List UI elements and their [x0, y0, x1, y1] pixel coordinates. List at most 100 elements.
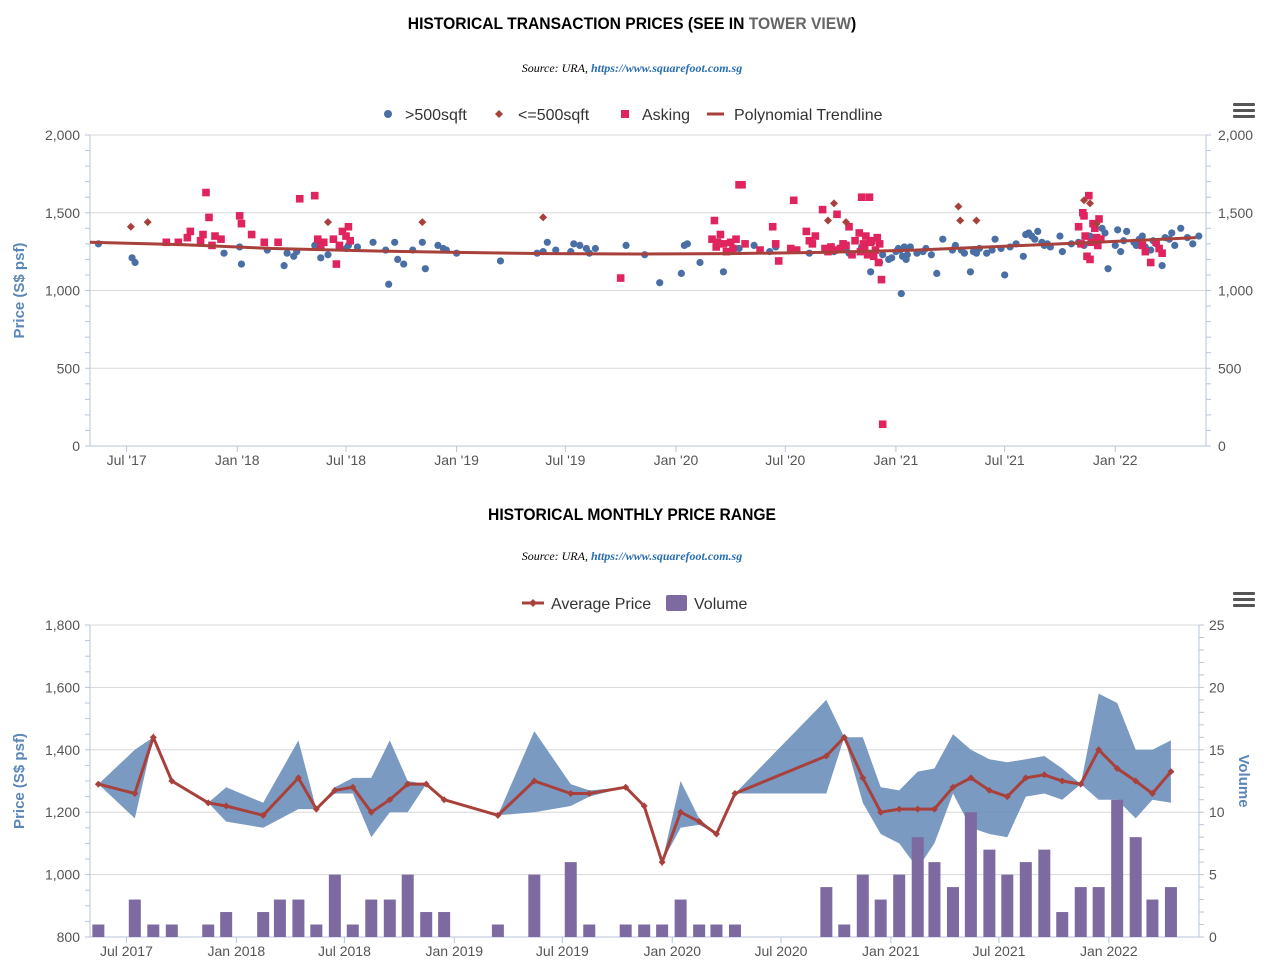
average-price-point [259, 811, 267, 819]
average-price-point [822, 752, 830, 760]
chart2-source-link[interactable]: https://www.squarefoot.com.sg [590, 549, 743, 563]
data-point-large [324, 251, 332, 259]
volume-bar [619, 924, 632, 937]
legend-marker-small [495, 110, 503, 118]
x-tick-label: Jul 2018 [318, 943, 371, 959]
volume-bar [220, 912, 233, 937]
y-tick-label: 1,600 [45, 679, 80, 695]
data-point-asking [712, 243, 721, 251]
data-point-asking [332, 260, 341, 268]
average-price-point [877, 808, 885, 816]
data-point-large [1056, 232, 1064, 240]
volume-bar [1111, 799, 1124, 937]
data-point-large [1031, 235, 1039, 243]
chart2-menu-icon[interactable] [1233, 592, 1255, 608]
volume-bar [202, 924, 215, 937]
x-tick-label: Jan '18 [215, 452, 260, 468]
data-point-large [1117, 248, 1125, 256]
data-point-asking [1138, 241, 1147, 250]
data-point-large [1132, 241, 1140, 250]
volume-bar [583, 924, 596, 937]
volume-bar [728, 924, 741, 937]
average-price-point [1003, 793, 1011, 801]
chart1-source-label: Source: URA, [521, 61, 591, 75]
volume-bar [346, 924, 359, 937]
data-point-asking [1094, 241, 1102, 250]
chart1-menu-icon[interactable] [1233, 103, 1255, 119]
y-tick-label: 2,000 [45, 127, 80, 143]
data-point-asking [716, 230, 725, 239]
data-point-asking [247, 230, 256, 239]
data-point-asking [295, 194, 304, 203]
average-price-point [930, 805, 938, 813]
data-point-asking [719, 240, 728, 248]
data-point-asking [319, 238, 328, 247]
x-tick-label: Jul '20 [765, 452, 805, 468]
data-point-large [576, 241, 584, 250]
data-point-asking [183, 233, 192, 242]
data-point-large [237, 260, 246, 268]
transaction-price-chart: 0 0 500 500 1,000 1,000 1,500 1,500 2,000 2,000 Pr… [11, 107, 1253, 468]
average-price-point [895, 805, 903, 813]
average-price-point [404, 780, 412, 788]
volume-bar [1129, 837, 1142, 937]
data-point-small [842, 218, 851, 227]
data-point-large [317, 254, 325, 262]
data-point-asking [833, 210, 841, 219]
data-point-asking [845, 222, 853, 231]
data-point-large [696, 258, 704, 267]
data-point-asking [1085, 191, 1093, 200]
volume-bar [438, 912, 451, 937]
data-point-large [400, 260, 408, 268]
tower-view-link[interactable]: TOWER VIEW [748, 14, 851, 33]
average-price-point [530, 777, 538, 785]
volume-bar [491, 924, 504, 937]
data-point-asking [329, 235, 338, 243]
data-point-asking [205, 213, 213, 222]
data-point-large [1138, 232, 1146, 240]
data-point-large [1168, 229, 1176, 237]
average-price-point [1132, 777, 1140, 785]
data-point-large [496, 257, 505, 265]
average-price-point [677, 808, 685, 816]
volume-bar [292, 899, 305, 937]
data-point-asking [808, 240, 817, 248]
data-point-asking [771, 240, 780, 248]
average-price-point [640, 802, 648, 810]
data-point-large [280, 262, 288, 270]
volume-bar [1074, 887, 1087, 937]
data-point-asking [260, 238, 269, 247]
data-point-asking [344, 222, 353, 231]
average-price-point [222, 802, 230, 810]
data-point-large [394, 255, 402, 263]
x-tick-label: Jan 2019 [425, 943, 483, 959]
volume-bar [273, 899, 286, 937]
data-point-large [1001, 271, 1009, 279]
data-point-asking [335, 241, 344, 250]
average-price-point [331, 786, 339, 794]
chart1-title-prefix: HISTORICAL TRANSACTION PRICES (SEE IN [407, 14, 749, 33]
volume-bar [964, 812, 977, 937]
legend-marker-volume [666, 595, 687, 611]
volume-bar [1001, 874, 1014, 937]
average-price-point [658, 858, 666, 866]
data-point-large [353, 243, 362, 251]
data-point-asking [1158, 249, 1166, 257]
average-price-point [386, 796, 394, 804]
data-point-asking [616, 274, 625, 282]
data-point-large [888, 254, 896, 262]
average-price-point [567, 789, 575, 797]
average-price-point [985, 786, 993, 794]
y2-tick-label: 2,000 [1218, 127, 1253, 143]
volume-bar [856, 874, 869, 937]
y2-tick-label: 25 [1209, 617, 1225, 633]
data-point-asking [818, 205, 827, 214]
data-point-small [143, 218, 152, 227]
average-price-point [312, 805, 320, 813]
average-price-point [1095, 746, 1103, 754]
data-point-asking [1091, 224, 1099, 233]
data-point-asking [202, 188, 210, 197]
data-point-asking [310, 191, 319, 200]
chart1-source-link[interactable]: https://www.squarefoot.com.sg [590, 61, 743, 75]
y-tick-label: 1,800 [45, 617, 80, 633]
